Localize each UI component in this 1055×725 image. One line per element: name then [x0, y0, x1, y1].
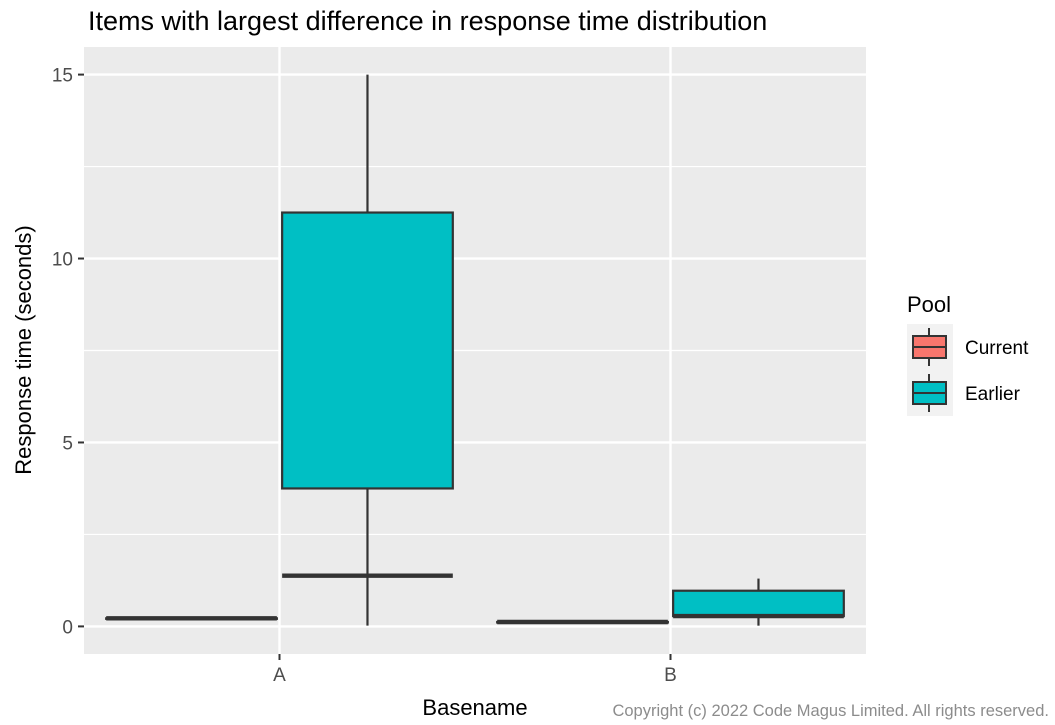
chart-title: Items with largest difference in respons…	[88, 6, 767, 36]
y-axis-label: Response time (seconds)	[11, 225, 36, 474]
box-earlier-A	[281, 74, 454, 626]
y-tick-label: 10	[52, 250, 73, 271]
y-axis: 0 5 10 15	[52, 66, 84, 638]
x-tick-label: B	[664, 665, 677, 686]
legend-title: Pool	[907, 292, 951, 317]
box-body	[281, 211, 454, 490]
legend-label: Earlier	[965, 384, 1021, 405]
legend: Pool Current Earlier	[907, 292, 1029, 416]
y-tick-label: 15	[52, 66, 73, 87]
major-gridlines	[84, 47, 866, 654]
y-tick-label: 0	[62, 617, 73, 638]
minor-gridlines	[84, 165, 866, 536]
copyright-text: Copyright (c) 2022 Code Magus Limited. A…	[612, 702, 1049, 720]
box-earlier-B	[672, 578, 845, 626]
box-series	[105, 74, 845, 626]
y-tick-label: 5	[62, 433, 73, 454]
x-axis-label: Basename	[422, 695, 527, 720]
legend-key-current: Current	[907, 324, 1029, 370]
box-body	[672, 589, 845, 618]
legend-label: Current	[965, 338, 1029, 359]
x-tick-label: A	[273, 665, 286, 686]
box-current-B	[496, 619, 669, 625]
box-current-A	[105, 616, 278, 621]
legend-key-earlier: Earlier	[907, 370, 1021, 416]
